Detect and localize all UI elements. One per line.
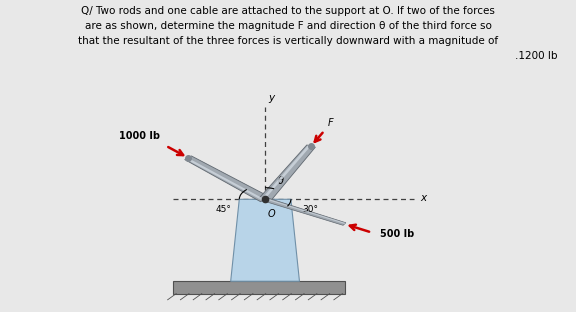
Text: 1000 lb: 1000 lb (119, 131, 160, 141)
Polygon shape (185, 156, 270, 202)
Text: .1200 lb: .1200 lb (515, 51, 558, 61)
Text: O: O (268, 209, 275, 219)
Text: x: x (420, 193, 426, 203)
Text: 500 lb: 500 lb (380, 229, 415, 239)
Text: are as shown, determine the magnitude F and direction θ of the third force so: are as shown, determine the magnitude F … (85, 21, 491, 31)
Polygon shape (173, 281, 346, 294)
Text: θ: θ (278, 176, 284, 186)
Polygon shape (262, 145, 311, 199)
Text: 45°: 45° (216, 205, 232, 214)
Text: Q/ Two rods and one cable are attached to the support at O. If two of the forces: Q/ Two rods and one cable are attached t… (81, 6, 495, 16)
Text: y: y (268, 93, 275, 104)
Polygon shape (230, 199, 300, 281)
Text: 30°: 30° (302, 205, 319, 214)
Polygon shape (265, 198, 346, 224)
Polygon shape (185, 158, 265, 201)
Polygon shape (263, 198, 346, 225)
Text: that the resultant of the three forces is vertically downward with a magnitude o: that the resultant of the three forces i… (78, 36, 498, 46)
Text: F: F (327, 118, 333, 128)
Polygon shape (259, 145, 316, 201)
